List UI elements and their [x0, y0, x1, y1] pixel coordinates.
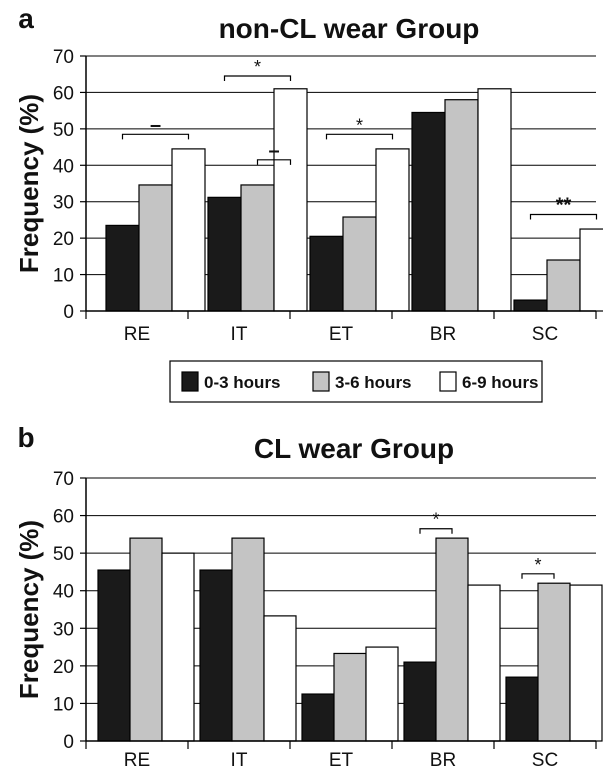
panel-letter: a: [18, 3, 34, 34]
bar-sc-6-9-hours: [569, 584, 603, 742]
bar-sc-6-9-hours: [579, 228, 603, 312]
y-axis-label: Frequency (%): [14, 520, 44, 699]
y-tick-label: 30: [53, 619, 74, 640]
y-tick-label: 30: [53, 193, 74, 214]
bar-et-0-3-hours: [301, 693, 335, 742]
bar-re-6-9-hours: [161, 552, 195, 742]
legend: 0-3 hours 3-6 hours 6-9 hours: [169, 360, 543, 403]
significance-bracket: [419, 528, 453, 534]
y-tick-label: 70: [53, 469, 74, 490]
significance-bracket: [529, 213, 598, 220]
bar-re-3-6-hours: [138, 184, 173, 312]
bar-sc-0-3-hours: [513, 299, 548, 312]
legend-label: 3-6 hours: [335, 373, 412, 392]
y-tick-label: 60: [53, 83, 74, 104]
x-tick-label: RE: [124, 750, 150, 771]
x-tick-label: BR: [430, 750, 456, 771]
y-axis-label: Frequency (%): [14, 94, 44, 273]
bar-it-0-3-hours: [207, 196, 242, 312]
x-tick-label: SC: [532, 750, 558, 771]
legend-swatch: [439, 371, 457, 392]
bar-br-0-3-hours: [403, 661, 437, 742]
bar-it-6-9-hours: [263, 615, 297, 742]
chart-panel-b: b CL wear Group Frequency (%) 0 10 20 30 40 50 60…: [14, 422, 603, 771]
y-tick-label: 40: [53, 582, 74, 603]
bar-et-3-6-hours: [342, 216, 377, 312]
legend-label: 0-3 hours: [204, 373, 281, 392]
chart-title: CL wear Group: [254, 433, 454, 464]
significance-label: –: [150, 114, 161, 136]
bar-br-6-9-hours: [477, 88, 512, 312]
x-tick-label: RE: [124, 324, 150, 345]
bar-sc-0-3-hours: [505, 676, 539, 742]
significance-bracket: [256, 159, 292, 165]
y-tick-label: 0: [63, 732, 74, 753]
significance-bracket: [121, 133, 190, 140]
bar-br-0-3-hours: [411, 111, 446, 312]
significance-label: *: [534, 555, 541, 575]
significance-label: **: [556, 194, 572, 216]
legend-label: 6-9 hours: [462, 373, 539, 392]
y-tick-label: 50: [53, 544, 74, 565]
y-tick-label: 50: [53, 120, 74, 141]
bar-et-6-9-hours: [365, 646, 399, 742]
x-tick-label: IT: [231, 750, 248, 771]
bar-sc-3-6-hours: [537, 582, 571, 742]
significance-bracket: [325, 133, 394, 140]
bar-et-3-6-hours: [333, 652, 367, 742]
x-tick-label: SC: [532, 324, 558, 345]
bar-re-6-9-hours: [171, 148, 206, 312]
bar-it-0-3-hours: [199, 569, 233, 742]
significance-label: *: [432, 510, 439, 530]
significance-label: *: [254, 57, 261, 77]
x-tick-label: IT: [231, 324, 248, 345]
panel-letter: b: [17, 422, 34, 453]
bar-sc-3-6-hours: [546, 259, 581, 312]
y-tick-label: 20: [53, 229, 74, 250]
bar-it-6-9-hours: [273, 88, 308, 312]
significance-label: *: [356, 115, 363, 135]
y-tick-label: 10: [53, 266, 74, 287]
bar-et-6-9-hours: [375, 148, 410, 312]
chart-title: non-CL wear Group: [219, 13, 480, 44]
bar-et-0-3-hours: [309, 235, 344, 312]
x-tick-label: ET: [329, 750, 354, 771]
y-tick-label: 0: [63, 302, 74, 323]
bar-re-0-3-hours: [97, 569, 131, 742]
x-tick-label: BR: [430, 324, 456, 345]
bar-re-0-3-hours: [105, 224, 140, 312]
y-tick-label: 70: [53, 47, 74, 68]
legend-box: [169, 360, 543, 403]
bar-re-3-6-hours: [129, 537, 163, 742]
significance-bracket: [521, 573, 555, 579]
y-tick-label: 40: [53, 156, 74, 177]
bar-br-3-6-hours: [435, 537, 469, 742]
significance-label: –: [268, 140, 279, 162]
bar-br-3-6-hours: [444, 99, 479, 312]
y-tick-label: 10: [53, 694, 74, 715]
legend-swatch: [312, 371, 330, 392]
bar-it-3-6-hours: [240, 184, 275, 312]
significance-bracket: [223, 75, 292, 82]
bar-br-6-9-hours: [467, 584, 501, 742]
y-tick-label: 60: [53, 507, 74, 528]
legend-swatch: [181, 371, 199, 392]
chart-panel-a: a non-CL wear Group Frequency (%) 0 10 20 30 40…: [14, 3, 603, 403]
x-tick-label: ET: [329, 324, 354, 345]
y-tick-label: 20: [53, 657, 74, 678]
bar-it-3-6-hours: [231, 537, 265, 742]
